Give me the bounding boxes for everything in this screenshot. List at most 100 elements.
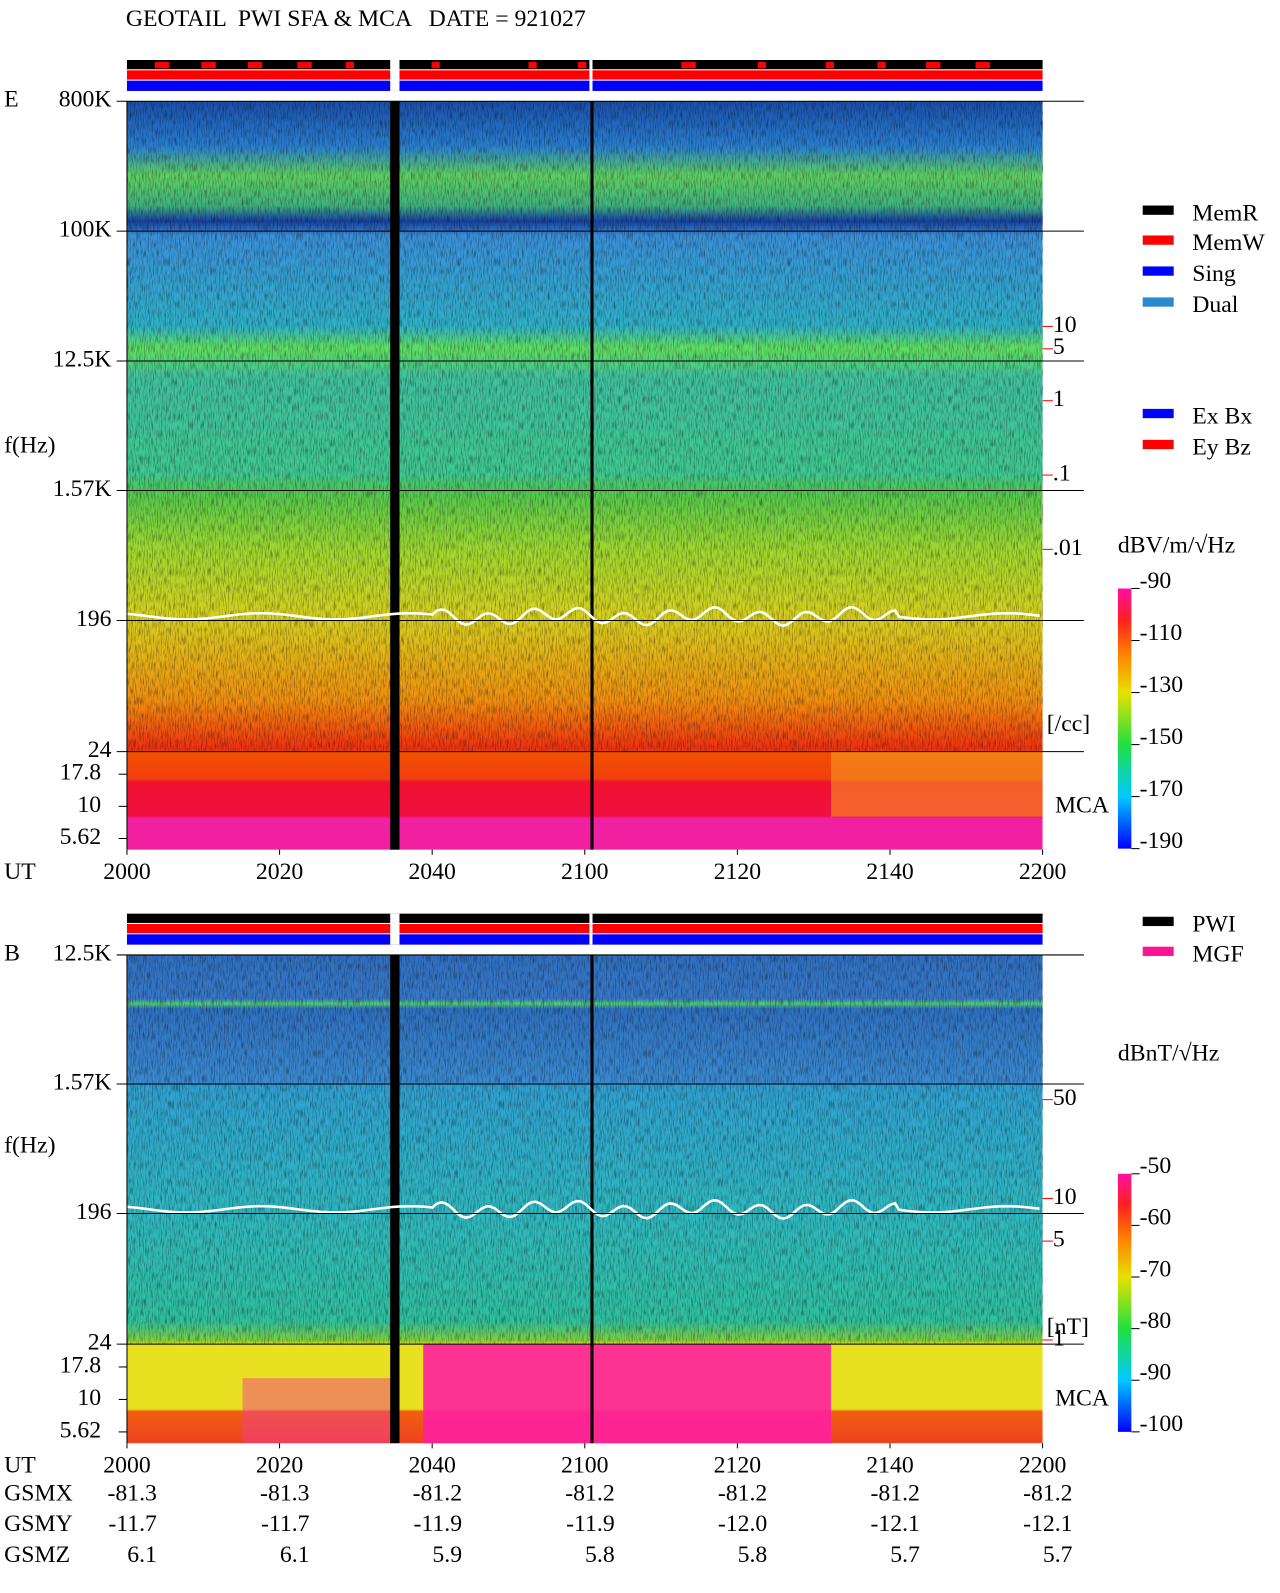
ephemeris-value: 5.7 (1043, 1542, 1073, 1568)
status-mark (247, 62, 263, 69)
colorbar-tick-label: -90 (1140, 1360, 1172, 1386)
legend-label: Ey Bz (1192, 435, 1251, 461)
x-tick-label: 2140 (866, 1452, 913, 1478)
colorbar-tick-label: -110 (1140, 620, 1183, 646)
ephemeris-value: -81.2 (565, 1480, 614, 1506)
y-label: f(Hz) (4, 433, 55, 459)
x-label: UT (4, 859, 36, 885)
mca-tick-label: 10 (77, 792, 101, 818)
colorbar-tick-label: -70 (1140, 1256, 1172, 1282)
ephemeris-value: -81.2 (413, 1480, 462, 1506)
texture (126, 954, 1043, 1345)
ephemeris-value: -81.3 (107, 1480, 156, 1506)
y2-tick-label: .01 (1053, 535, 1083, 561)
status-bar (126, 923, 1043, 934)
mca-region (830, 751, 1043, 817)
x-tick-label: 2200 (1019, 1452, 1066, 1478)
y-tick-label: 24 (88, 1330, 112, 1356)
status-mark (154, 62, 170, 69)
x-tick-label: 2020 (256, 1452, 303, 1478)
status-mark (757, 62, 766, 69)
ephemeris-value: 6.1 (127, 1542, 157, 1568)
status-mark (431, 62, 440, 69)
colorbar (1117, 588, 1132, 849)
legend-label: Ex Bx (1192, 404, 1252, 430)
x-tick-label: 2120 (714, 1452, 761, 1478)
texture (126, 101, 1043, 752)
y2-tick-label: 10 (1053, 1184, 1077, 1210)
ephemeris-value: -12.1 (1023, 1511, 1072, 1537)
data-gap (390, 101, 400, 850)
ephemeris-label: GSMZ (4, 1542, 70, 1568)
y-tick-label: 12.5K (53, 940, 112, 966)
x-tick-label: 2140 (866, 859, 913, 885)
mca-tick-label: 5.62 (60, 1417, 102, 1443)
mca-tick-label: 10 (77, 1385, 101, 1411)
y-tick-label: 196 (76, 1199, 112, 1225)
status-gap (390, 59, 400, 91)
panel-label: E (4, 87, 19, 113)
mca-tick-label: 17.8 (60, 760, 102, 786)
ephemeris-value: -11.9 (414, 1511, 463, 1537)
figure-title: GEOTAIL PWI SFA & MCA DATE = 921027 (126, 6, 586, 32)
colorbar-tick-label: -190 (1140, 828, 1184, 854)
colorbar (1117, 1173, 1132, 1432)
colorbar-tick-label: -150 (1140, 724, 1184, 750)
y-tick-label: 1.57K (53, 476, 112, 502)
mca-label: MCA (1055, 1385, 1109, 1411)
status-bar (126, 913, 1043, 923)
ephemeris-value: -81.3 (260, 1480, 309, 1506)
status-gap (589, 913, 593, 945)
colorbar-tick-label: -60 (1140, 1205, 1172, 1231)
ephemeris-value: 6.1 (280, 1542, 310, 1568)
legend-label: PWI (1192, 912, 1236, 938)
status-mark (201, 62, 216, 69)
status-mark (345, 62, 355, 69)
ephemeris-value: -12.1 (870, 1511, 919, 1537)
x-tick-label: 2120 (714, 859, 761, 885)
colorbar-tick-label: -90 (1140, 568, 1172, 594)
y2-tick-label: 1 (1053, 386, 1065, 412)
legend-swatch (1142, 916, 1174, 927)
y-tick-label: 1.57K (53, 1069, 112, 1095)
y-tick-label: 196 (76, 606, 112, 632)
ephemeris-value: -81.2 (718, 1480, 767, 1506)
status-gap (589, 59, 593, 91)
mca-label: MCA (1055, 792, 1109, 818)
x-tick-label: 2200 (1019, 859, 1066, 885)
trace (126, 1199, 1040, 1220)
ephemeris-value: -81.2 (870, 1480, 919, 1506)
colorbar-tick-label: -50 (1140, 1153, 1172, 1179)
colorbar-tick-label: -100 (1140, 1411, 1184, 1437)
status-mark (528, 62, 537, 69)
mca-region (242, 1378, 393, 1444)
panel-label: B (4, 940, 20, 966)
mca-tick-label: 5.62 (60, 824, 102, 850)
status-mark (925, 62, 941, 69)
x-label: UT (4, 1452, 36, 1478)
y2-tick-label: 5 (1053, 334, 1065, 360)
ephemeris-value: -11.7 (261, 1511, 310, 1537)
legend-label: MemR (1192, 200, 1258, 226)
legend-swatch (1142, 439, 1174, 450)
x-tick-label: 2100 (561, 859, 608, 885)
x-tick-label: 2100 (561, 1452, 608, 1478)
status-mark (297, 62, 312, 69)
x-tick-label: 2040 (408, 1452, 455, 1478)
y-tick-label: 24 (88, 737, 112, 763)
y2-tick-label: .1 (1053, 460, 1071, 486)
data-gap (590, 101, 594, 850)
y-tick-label: 100K (59, 217, 112, 243)
ephemeris-value: -11.9 (566, 1511, 615, 1537)
colorbar-tick-label: -130 (1140, 672, 1184, 698)
colorbar-tick-label: -170 (1140, 776, 1184, 802)
mca-region (423, 1344, 831, 1444)
legend-swatch (1142, 297, 1174, 307)
legend-label: Sing (1192, 261, 1236, 287)
x-tick-label: 2040 (408, 859, 455, 885)
ephemeris-value: -11.7 (108, 1511, 157, 1537)
legend-swatch (1142, 266, 1174, 276)
ephemeris-value: -12.0 (718, 1511, 767, 1537)
status-mark (578, 62, 587, 69)
